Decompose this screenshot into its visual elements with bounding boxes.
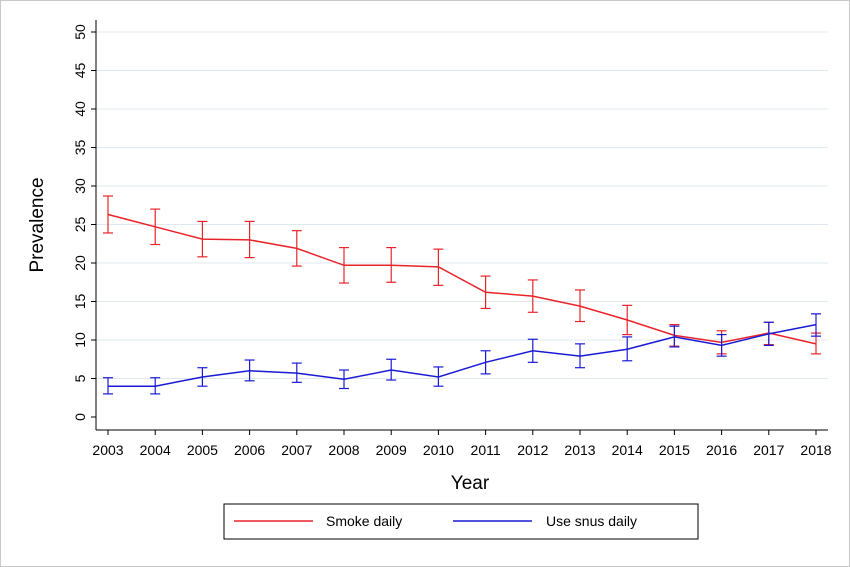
- x-tick-label: 2008: [328, 442, 359, 458]
- y-axis-title: Prevalence: [27, 177, 48, 272]
- y-tick-label: 35: [72, 140, 88, 156]
- x-tick-label: 2017: [753, 442, 784, 458]
- x-tick-label: 2015: [659, 442, 690, 458]
- series-smoke-daily: [103, 195, 821, 355]
- legend: Smoke daily Use snus daily: [223, 503, 699, 540]
- y-tick-label: 5: [72, 374, 88, 382]
- gridlines: [96, 31, 828, 379]
- y-tick-label: 50: [72, 24, 88, 40]
- legend-label-smoke-daily: Smoke daily: [326, 513, 402, 529]
- x-tick-label: 2003: [92, 442, 123, 458]
- x-axis-title: Year: [451, 473, 490, 494]
- x-tick-label: 2010: [423, 442, 454, 458]
- y-tick-label: 15: [72, 294, 88, 310]
- series-line: [108, 323, 817, 387]
- x-tick-label: 2005: [187, 442, 218, 458]
- x-tick-label: 2009: [376, 442, 407, 458]
- x-tick-label: 2007: [281, 442, 312, 458]
- x-tick-label: 2018: [800, 442, 831, 458]
- y-ticks: 0 5 10 15 20 25 30 35 40 45 50: [72, 24, 96, 421]
- x-tick-label: 2014: [612, 442, 643, 458]
- y-tick-label: 40: [72, 101, 88, 117]
- series: [103, 195, 821, 395]
- series-line: [107, 213, 817, 345]
- x-tick-label: 2011: [471, 442, 501, 458]
- x-tick-label: 2012: [517, 442, 548, 458]
- y-tick-label: 20: [72, 255, 88, 271]
- x-tick-label: 2004: [140, 442, 171, 458]
- legend-label-use-snus-daily: Use snus daily: [546, 513, 637, 529]
- y-tick-label: 45: [72, 63, 88, 79]
- x-tick-label: 2006: [234, 442, 265, 458]
- x-tick-label: 2013: [564, 442, 595, 458]
- y-tick-label: 30: [72, 178, 88, 194]
- y-tick-label: 25: [72, 217, 88, 233]
- y-tick-label: 10: [72, 332, 88, 348]
- series-use-snus-daily: [103, 313, 821, 395]
- x-tick-label: 2016: [706, 442, 737, 458]
- y-tick-label: 0: [72, 413, 88, 421]
- x-ticks: 2003 2004 2005 2006 2007 2008 2009 2010 2011 2012…: [92, 430, 832, 458]
